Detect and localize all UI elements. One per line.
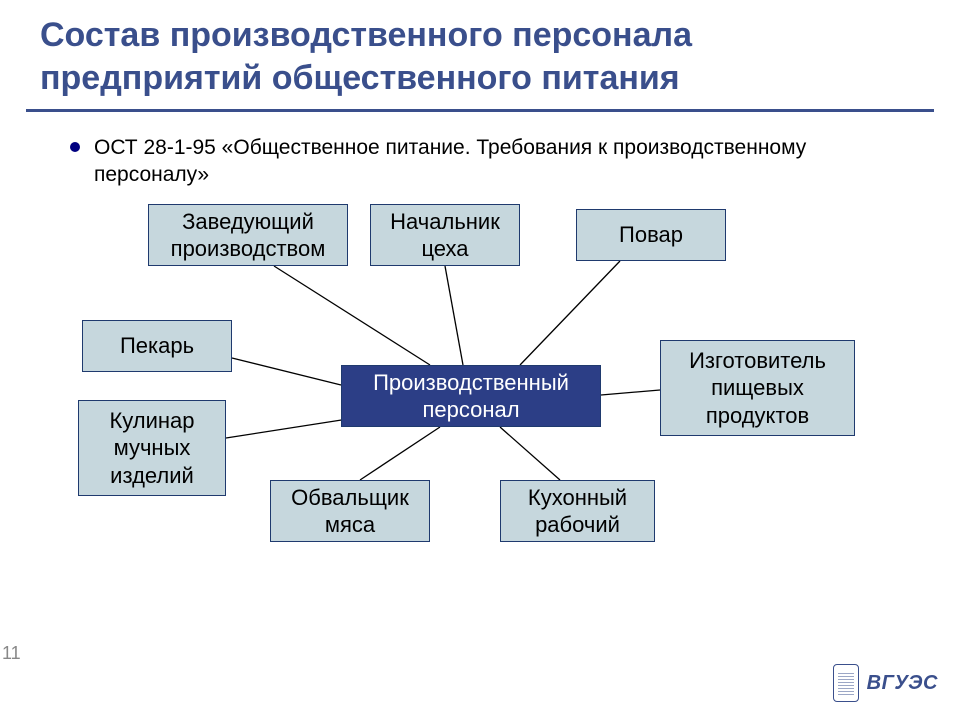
logo-badge-icon (833, 664, 859, 702)
node-label: Производственный персонал (350, 369, 592, 424)
logo-text: ВГУЭС (867, 672, 938, 695)
peripheral-node: Кухонный рабочий (500, 480, 655, 542)
node-label: Начальник цеха (379, 208, 511, 263)
center-node: Производственный персонал (341, 365, 601, 427)
bullet-item: ОСТ 28-1-95 «Общественное питание. Требо… (0, 112, 960, 189)
peripheral-node: Повар (576, 209, 726, 261)
node-label: Кулинар мучных изделий (87, 407, 217, 490)
peripheral-node: Изготовитель пищевых продуктов (660, 340, 855, 436)
page-title: Состав производственного персонала предп… (0, 0, 960, 109)
peripheral-node: Начальник цеха (370, 204, 520, 266)
node-label: Кухонный рабочий (509, 484, 646, 539)
peripheral-node: Заведующий производством (148, 204, 348, 266)
bullet-icon (70, 142, 80, 152)
connector-line (360, 427, 440, 480)
org-diagram: Заведующий производством Начальник цеха По… (0, 190, 960, 620)
connector-line (601, 390, 660, 395)
connector-line (274, 266, 430, 365)
logo: ВГУЭС (833, 664, 938, 702)
node-label: Изготовитель пищевых продуктов (669, 347, 846, 430)
connector-line (520, 261, 620, 365)
connector-line (445, 266, 463, 365)
peripheral-node: Пекарь (82, 320, 232, 372)
peripheral-node: Обвальщик мяса (270, 480, 430, 542)
connector-line (232, 358, 341, 385)
node-label: Пекарь (120, 332, 194, 360)
connector-line (500, 427, 560, 480)
slide-number: 11 (2, 643, 21, 664)
node-label: Обвальщик мяса (279, 484, 421, 539)
peripheral-node: Кулинар мучных изделий (78, 400, 226, 496)
node-label: Заведующий производством (157, 208, 339, 263)
bullet-text: ОСТ 28-1-95 «Общественное питание. Требо… (94, 134, 900, 189)
node-label: Повар (619, 221, 683, 249)
